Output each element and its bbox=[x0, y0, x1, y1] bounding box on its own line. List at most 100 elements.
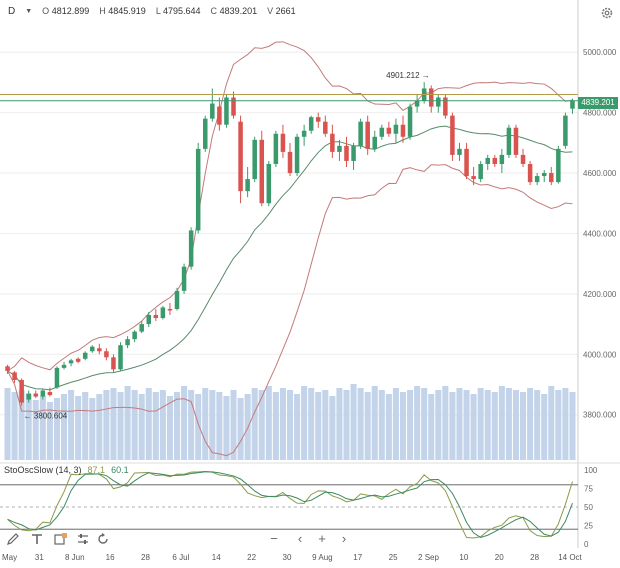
zoom-out-button[interactable]: − bbox=[270, 531, 278, 546]
volume-bar bbox=[294, 394, 301, 460]
volume-bar bbox=[343, 390, 350, 460]
volume-bar bbox=[202, 388, 209, 460]
candle-body bbox=[450, 115, 455, 155]
scroll-left-button[interactable]: ‹ bbox=[297, 531, 303, 546]
time-tick: 30 bbox=[283, 553, 292, 562]
price-tick: 4800.000 bbox=[583, 109, 617, 118]
candle-body bbox=[224, 97, 229, 125]
volume-bar bbox=[484, 390, 491, 460]
oscillator-tick: 100 bbox=[584, 466, 598, 475]
volume-bar bbox=[4, 388, 11, 460]
stoch-d-line bbox=[7, 471, 573, 538]
candle-body bbox=[153, 315, 159, 319]
time-tick: 25 bbox=[389, 553, 398, 562]
candle-body bbox=[520, 154, 526, 164]
candle-body bbox=[287, 151, 293, 174]
price-tick: 4200.000 bbox=[583, 290, 617, 299]
time-tick: 17 bbox=[353, 553, 362, 562]
candle-body bbox=[464, 148, 469, 177]
scroll-right-button[interactable]: › bbox=[341, 531, 347, 546]
time-tick: 10 bbox=[459, 553, 468, 562]
candle-body bbox=[351, 145, 356, 161]
oscillator-name[interactable]: StoOscSlow (14, 3) bbox=[4, 465, 82, 475]
candle-body bbox=[139, 324, 144, 332]
candle-body bbox=[167, 308, 173, 311]
candle-body bbox=[457, 148, 462, 155]
volume-bar bbox=[534, 390, 541, 460]
candle-body bbox=[337, 145, 342, 152]
volume-bar bbox=[541, 394, 548, 460]
volume-bar bbox=[89, 398, 96, 460]
reset-icon[interactable] bbox=[96, 532, 110, 546]
candle-body bbox=[97, 348, 102, 352]
settings-sliders-icon[interactable] bbox=[76, 532, 90, 546]
oscillator-d-value: 60.1 bbox=[111, 465, 129, 475]
time-tick: 16 bbox=[106, 553, 115, 562]
volume-bar bbox=[68, 390, 75, 460]
volume-bar bbox=[435, 390, 442, 460]
volume-bar bbox=[364, 392, 371, 460]
time-tick: 8 Jun bbox=[65, 553, 85, 562]
candle-body bbox=[492, 157, 498, 164]
pencil-icon[interactable] bbox=[6, 532, 20, 546]
time-tick: 28 bbox=[530, 553, 539, 562]
volume-bar bbox=[138, 394, 145, 460]
zoom-in-button[interactable]: + bbox=[318, 531, 326, 546]
candle-body bbox=[202, 118, 208, 149]
candle-body bbox=[436, 97, 441, 107]
price-tick: 4000.000 bbox=[583, 350, 617, 359]
candle-body bbox=[330, 133, 335, 152]
price-tick: 4600.000 bbox=[583, 169, 617, 178]
candle-body bbox=[273, 133, 279, 164]
candle-body bbox=[266, 163, 272, 204]
candle-body bbox=[245, 179, 250, 192]
candle-body bbox=[534, 176, 540, 183]
candle-body bbox=[372, 136, 378, 149]
volume-bar bbox=[477, 388, 484, 460]
candle-body bbox=[82, 352, 88, 359]
volume-bar bbox=[279, 388, 286, 460]
current-price-tag: 4839.201 bbox=[578, 97, 618, 109]
text-icon[interactable] bbox=[30, 532, 44, 546]
candle-body bbox=[563, 115, 568, 146]
volume-bar bbox=[407, 390, 414, 460]
close-value: C 4839.201 bbox=[210, 6, 258, 16]
time-tick: 28 bbox=[141, 553, 150, 562]
volume-bar bbox=[173, 392, 181, 460]
candle-body bbox=[160, 307, 166, 319]
volume-bar bbox=[46, 402, 53, 460]
candle-body bbox=[443, 97, 448, 116]
stoch-k-line bbox=[7, 470, 573, 539]
volume-bar bbox=[336, 388, 343, 460]
candle-body bbox=[68, 360, 74, 364]
candle-body bbox=[132, 331, 137, 340]
volume-bar bbox=[286, 390, 294, 460]
candle-body bbox=[549, 173, 554, 183]
time-tick: 20 bbox=[495, 553, 504, 562]
candle-body bbox=[174, 290, 180, 309]
bollinger-lower bbox=[7, 164, 573, 457]
candle-body bbox=[75, 358, 81, 362]
volume-bar bbox=[25, 394, 32, 460]
candle-body bbox=[280, 133, 286, 152]
candle-body bbox=[125, 339, 130, 346]
indicator-add-icon[interactable] bbox=[54, 532, 68, 546]
volume-bar bbox=[216, 392, 223, 460]
gear-icon[interactable] bbox=[600, 6, 614, 20]
volume-bar bbox=[548, 386, 555, 460]
oscillator-k-value: 87.1 bbox=[87, 465, 106, 475]
time-tick: 21 May bbox=[0, 553, 17, 562]
volume-bar bbox=[505, 388, 512, 460]
ohlc-header: D ▼ O 4812.899 H 4845.919 L 4795.644 C 4… bbox=[8, 4, 296, 18]
low-annotation: ← 3800.604 bbox=[24, 412, 68, 421]
volume-bar bbox=[428, 394, 435, 460]
timeframe-label[interactable]: D bbox=[8, 5, 16, 17]
volume-bar bbox=[230, 390, 237, 460]
candle-body bbox=[54, 367, 60, 388]
timeframe-dropdown-icon[interactable]: ▼ bbox=[25, 7, 33, 15]
candle-body bbox=[485, 157, 490, 164]
candle-body bbox=[5, 366, 10, 371]
volume-bar bbox=[32, 400, 39, 460]
volume-bar bbox=[449, 392, 456, 460]
